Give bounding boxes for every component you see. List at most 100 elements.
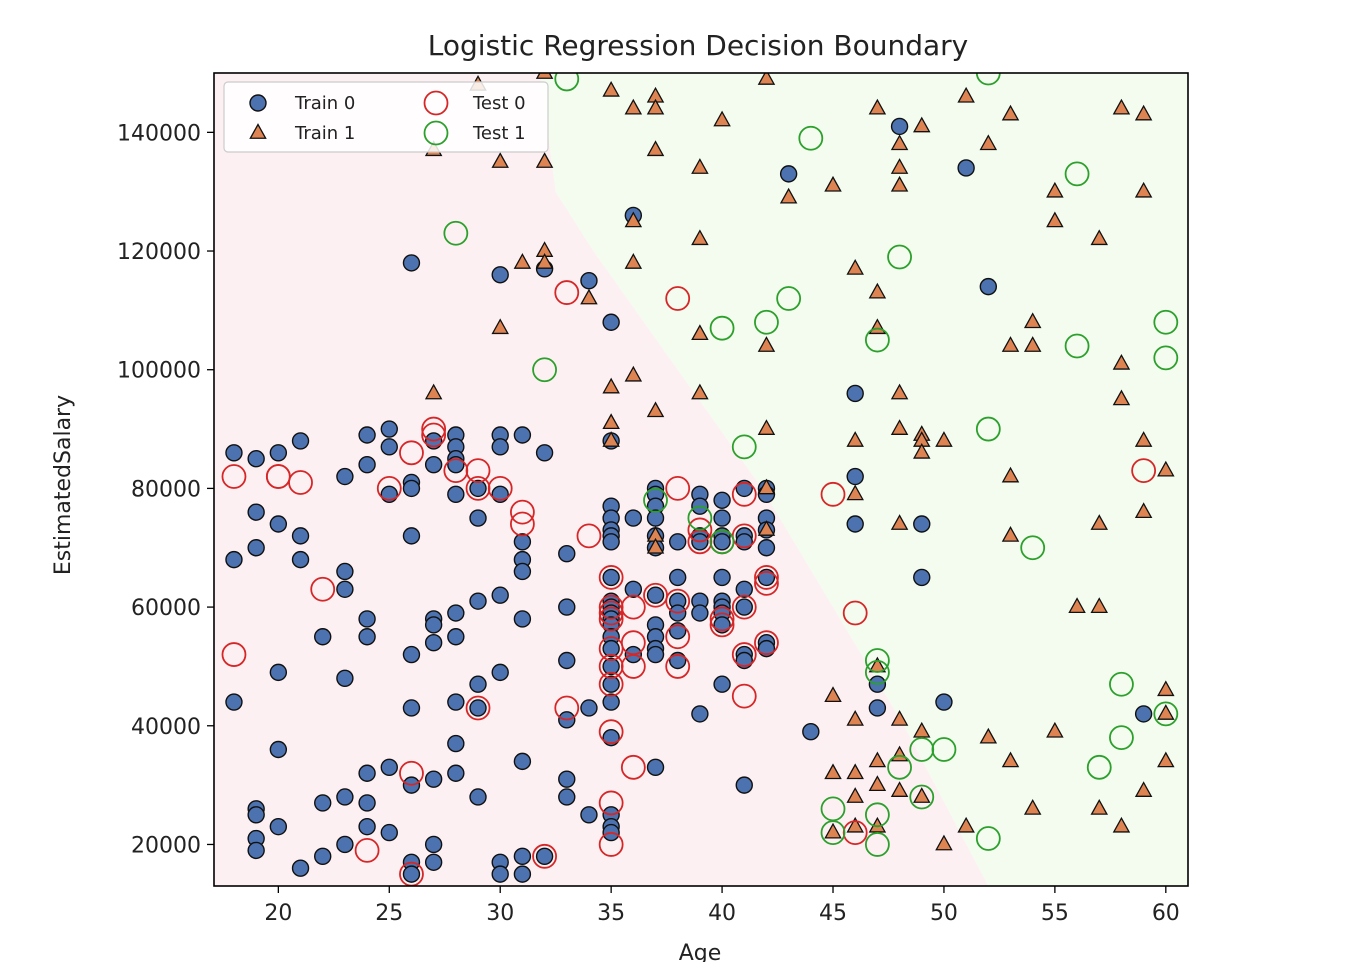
test-0-point	[465, 458, 491, 483]
train-0-point	[358, 426, 376, 444]
test-1-point	[1109, 725, 1134, 751]
train-0-point	[669, 568, 687, 587]
train-0-point	[447, 485, 465, 504]
train-1-point	[846, 484, 864, 501]
train-1-point	[913, 787, 931, 803]
train-0-point	[402, 479, 421, 498]
train-0-point	[447, 764, 465, 782]
train-0-point	[646, 645, 665, 664]
train-0-point	[469, 675, 487, 693]
train-1-point	[757, 478, 776, 495]
test-1-point	[1153, 345, 1179, 371]
train-0-point	[314, 628, 332, 646]
train-0-point	[624, 509, 643, 527]
test-0-point	[598, 606, 624, 632]
class-0-region	[214, 73, 989, 886]
train-0-point	[380, 420, 398, 438]
train-0-point	[868, 699, 887, 717]
train-0-point	[291, 550, 310, 569]
test-0-point	[598, 719, 624, 745]
test-0-point	[665, 286, 691, 311]
test-0-point	[487, 476, 513, 501]
train-0-point	[402, 865, 421, 883]
train-1-point	[1023, 799, 1042, 815]
train-1-point	[846, 431, 864, 447]
test-1-point	[864, 659, 890, 685]
legend-marker-train-0	[249, 94, 267, 112]
train-1-point	[624, 98, 643, 115]
train-0-point	[846, 467, 864, 486]
x-tick-label: 30	[486, 901, 514, 926]
test-0-point	[731, 642, 757, 667]
train-0-point	[269, 444, 288, 462]
test-0-point	[620, 594, 646, 620]
train-0-point	[602, 675, 620, 693]
legend-marker-test-1	[423, 120, 449, 146]
train-1-point	[602, 377, 620, 394]
train-1-point	[624, 365, 643, 382]
train-1-point	[890, 514, 909, 530]
train-0-point	[757, 539, 776, 557]
train-1-point	[535, 152, 554, 168]
train-1-point	[491, 152, 509, 168]
train-1-point	[491, 318, 509, 335]
train-0-point	[913, 568, 931, 587]
train-1-point	[935, 431, 953, 447]
train-0-point	[380, 758, 398, 777]
train-1-point	[757, 520, 776, 536]
train-1-point	[1023, 312, 1042, 329]
test-0-point	[665, 624, 691, 650]
train-0-point	[314, 794, 332, 812]
test-0-point	[399, 760, 424, 786]
train-1-point	[913, 721, 931, 738]
test-1-point	[975, 73, 1001, 86]
test-1-point	[687, 505, 713, 531]
legend-label-train-1: Train 1	[294, 123, 355, 144]
train-0-point	[469, 788, 487, 806]
test-1-point	[1153, 309, 1179, 335]
train-0-point	[602, 568, 620, 587]
test-0-point	[221, 464, 247, 489]
test-1-point	[532, 357, 557, 383]
train-0-point	[890, 117, 909, 136]
test-1-point	[909, 784, 935, 810]
train-1-point	[1090, 229, 1109, 246]
train-0-point	[713, 533, 731, 551]
test-0-point	[576, 523, 602, 549]
train-1-point	[1001, 526, 1020, 542]
train-1-point	[646, 401, 665, 418]
test-0-point	[665, 476, 691, 501]
train-1-point	[602, 413, 620, 430]
test-0-point	[731, 594, 757, 620]
train-0-point	[713, 568, 731, 587]
train-0-point	[513, 752, 532, 771]
test-1-point	[864, 648, 890, 673]
train-1-point	[602, 80, 620, 97]
legend-label-train-0: Train 0	[294, 93, 355, 114]
y-tick-label: 80000	[131, 477, 201, 502]
train-0-point	[558, 544, 576, 563]
train-0-point	[269, 740, 288, 759]
train-0-point	[358, 764, 376, 782]
train-0-point	[1134, 705, 1153, 723]
x-tick-label: 40	[708, 901, 736, 926]
test-1-point	[1064, 161, 1090, 187]
train-0-point	[580, 699, 598, 717]
test-1-point	[1153, 701, 1179, 727]
series-test-1	[443, 73, 1179, 857]
train-0-point	[269, 817, 288, 836]
train-0-point	[846, 384, 864, 403]
y-axis-ticks: 20000 40000 60000 80000 100000 120000 140000	[117, 121, 214, 858]
test-1-point	[887, 244, 912, 270]
train-0-point	[424, 770, 443, 788]
train-0-point	[491, 266, 509, 284]
train-0-point	[602, 313, 620, 331]
train-0-point	[447, 604, 465, 622]
train-0-point	[424, 853, 443, 871]
train-1-point	[890, 710, 909, 726]
y-tick-label: 40000	[131, 715, 201, 740]
train-1-point	[890, 419, 909, 435]
train-1-point	[513, 253, 532, 269]
train-0-point	[580, 272, 598, 290]
train-1-point	[1046, 211, 1064, 228]
